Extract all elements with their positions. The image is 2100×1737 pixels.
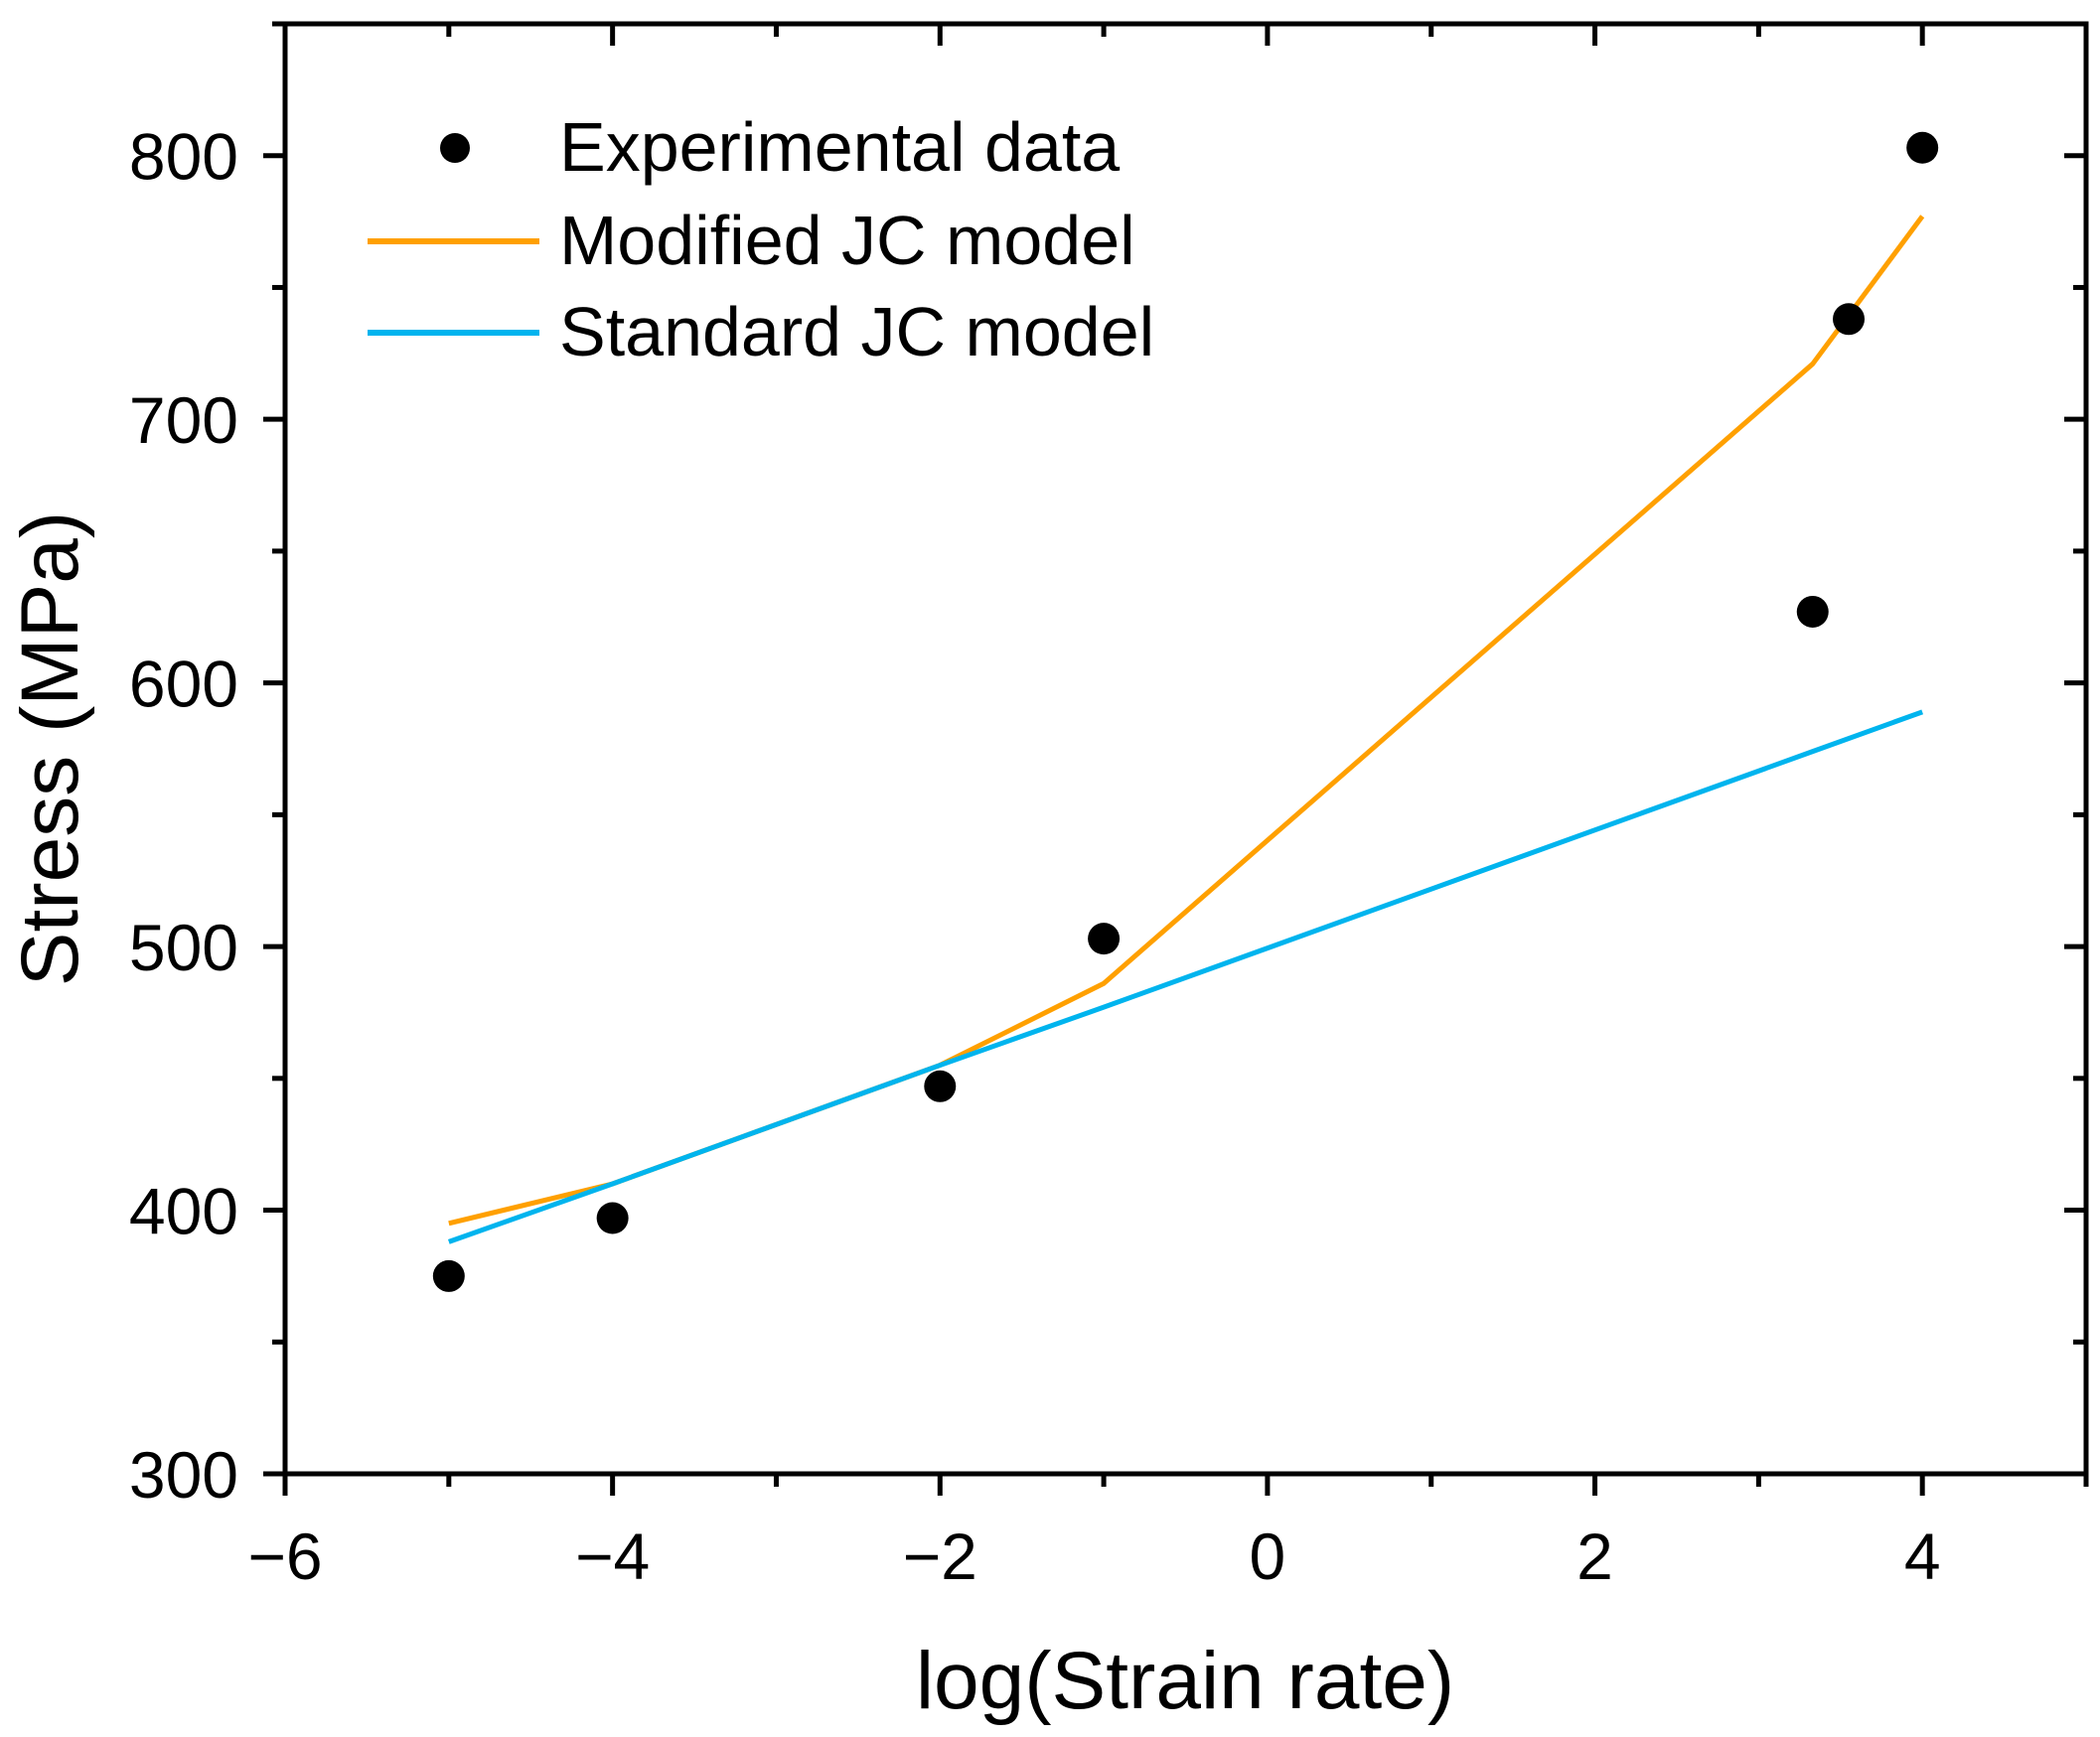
data-point — [596, 1202, 629, 1234]
plot-frame — [282, 21, 2089, 1477]
x-tick-label: −2 — [903, 1520, 977, 1593]
axes — [282, 21, 2089, 1477]
series-line-standard-jc-model — [447, 709, 1924, 1244]
x-tick-label: −4 — [575, 1520, 650, 1593]
legend-label-standard: Standard JC model — [559, 293, 1154, 370]
y-tick-label: 300 — [129, 1438, 238, 1512]
x-tick-label: −6 — [247, 1520, 322, 1593]
legend-label-modified: Modified JC model — [559, 202, 1135, 279]
data-point — [924, 1070, 957, 1102]
data-point — [1833, 303, 1866, 336]
y-tick-label: 400 — [129, 1175, 238, 1248]
data-point — [1906, 131, 1939, 164]
y-tick-label: 800 — [129, 120, 238, 194]
data-point — [1088, 923, 1121, 955]
y-tick-label: 700 — [129, 383, 238, 457]
plot-marks — [432, 131, 1939, 1292]
y-tick-label: 600 — [129, 648, 238, 721]
series-line-modified-jc-model — [448, 215, 1925, 1227]
y-axis-title: Stress (MPa) — [5, 511, 95, 986]
x-tick-label: 0 — [1250, 1520, 1286, 1593]
y-tick-label: 500 — [129, 911, 238, 984]
x-axis-title: log(Strain rate) — [916, 1636, 1454, 1726]
data-point — [432, 1259, 465, 1292]
x-tick-label: 4 — [1904, 1520, 1941, 1593]
legend-marker-experimental — [440, 133, 470, 163]
legend: Experimental data Modified JC model Stan… — [368, 108, 1154, 370]
ticks: −6 −4 −2 0 2 4 300 400 500 600 700 800 — [129, 21, 2089, 1593]
x-tick-label: 2 — [1576, 1520, 1613, 1593]
data-point — [1796, 595, 1829, 628]
legend-label-experimental: Experimental data — [559, 108, 1120, 186]
